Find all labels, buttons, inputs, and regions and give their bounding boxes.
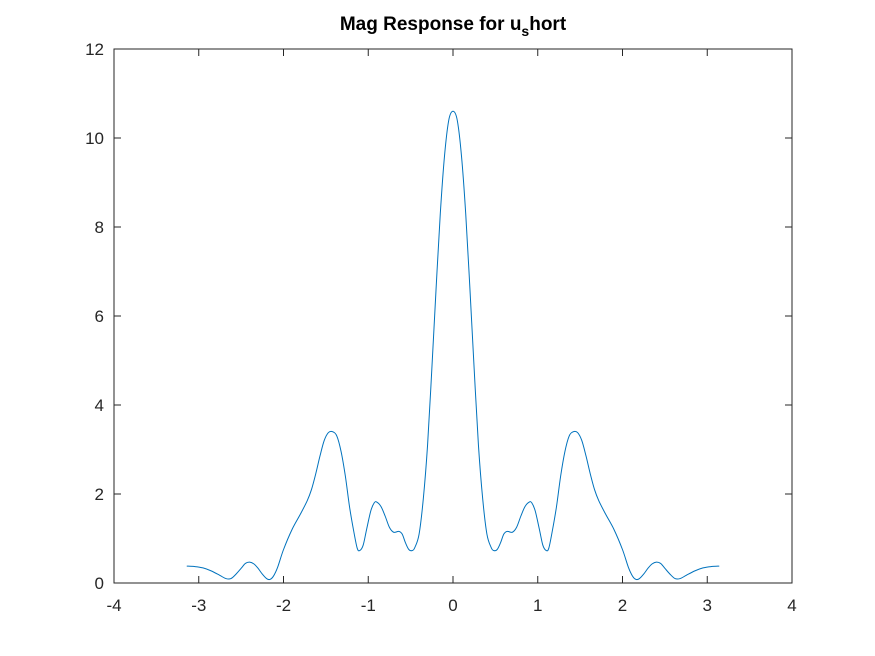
y-tick-label: 0 [95, 574, 104, 593]
x-tick-label: 3 [703, 596, 712, 615]
chart-title-suffix: hort [529, 14, 567, 35]
x-tick-label: 0 [448, 596, 457, 615]
x-tick-label: -2 [276, 596, 291, 615]
x-tick-label: -1 [361, 596, 376, 615]
y-tick-label: 6 [95, 307, 104, 326]
x-tick-label: -4 [106, 596, 121, 615]
y-tick-label: 2 [95, 485, 104, 504]
axis-ticks [113, 48, 793, 584]
chart-title: Mag Response for ushort [340, 14, 567, 39]
x-tick-label: 2 [618, 596, 627, 615]
y-tick-label: 4 [95, 396, 104, 415]
plot-area [113, 48, 793, 584]
y-tick-label: 12 [85, 40, 104, 59]
x-tick-label: 1 [533, 596, 542, 615]
y-tick-label: 10 [85, 129, 104, 148]
chart-title-main: Mag Response for u [340, 14, 522, 35]
series-line [186, 110, 720, 581]
x-tick-label: -3 [191, 596, 206, 615]
x-tick-label: 4 [787, 596, 796, 615]
chart-title-subscript: s [521, 23, 529, 39]
y-tick-label: 8 [95, 218, 104, 237]
